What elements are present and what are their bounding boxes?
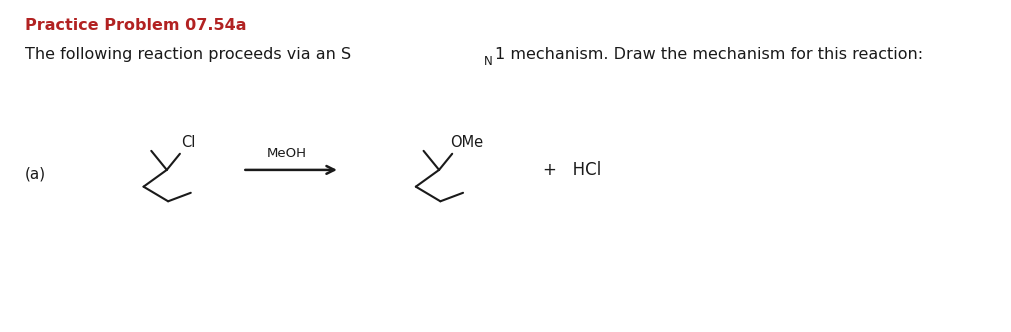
Text: Cl: Cl	[181, 135, 195, 150]
Text: N: N	[483, 55, 492, 68]
Text: Practice Problem 07.54a: Practice Problem 07.54a	[25, 18, 247, 33]
Text: The following reaction proceeds via an S: The following reaction proceeds via an S	[25, 47, 351, 62]
Text: (a): (a)	[25, 166, 47, 181]
Text: +   HCl: + HCl	[543, 161, 602, 179]
Text: 1 mechanism. Draw the mechanism for this reaction:: 1 mechanism. Draw the mechanism for this…	[494, 47, 923, 62]
Text: OMe: OMe	[450, 135, 483, 150]
Text: MeOH: MeOH	[266, 147, 306, 160]
